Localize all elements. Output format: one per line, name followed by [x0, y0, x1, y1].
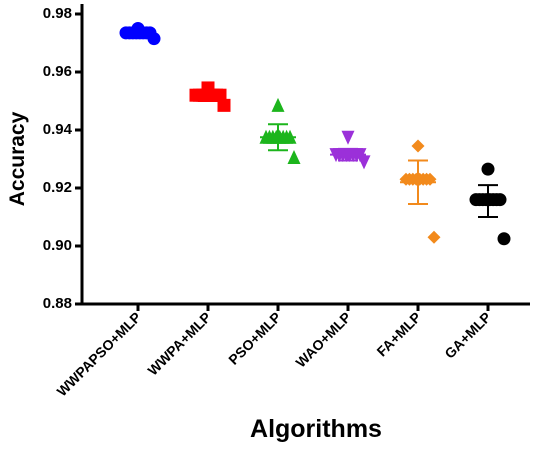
- x-tick-label: WAO+MLP: [292, 309, 354, 371]
- point: [271, 97, 285, 112]
- point: [341, 130, 355, 145]
- x-axis-label: Algorithms: [250, 415, 382, 443]
- y-tick-label: 0.98: [43, 5, 72, 22]
- point: [147, 32, 161, 46]
- x-tick-label: WWPA+MLP: [144, 309, 214, 379]
- point: [481, 162, 495, 176]
- point: [357, 155, 371, 170]
- point: [287, 150, 301, 165]
- y-tick-label: 0.92: [43, 179, 72, 196]
- point: [497, 232, 511, 246]
- point: [411, 139, 425, 153]
- y-tick-label: 0.96: [43, 63, 72, 80]
- point: [493, 193, 507, 207]
- x-tick-label: WWPAPSO+MLP: [54, 309, 145, 400]
- x-tick-label: GA+MLP: [441, 309, 494, 362]
- y-tick-label: 0.88: [43, 295, 72, 312]
- point: [427, 230, 441, 244]
- point: [217, 98, 231, 112]
- y-tick-label: 0.94: [43, 121, 73, 138]
- y-tick-label: 0.90: [43, 237, 72, 254]
- x-tick-label: PSO+MLP: [225, 309, 284, 368]
- x-tick-label: FA+MLP: [373, 309, 424, 360]
- y-axis-label: Accuracy: [6, 111, 29, 206]
